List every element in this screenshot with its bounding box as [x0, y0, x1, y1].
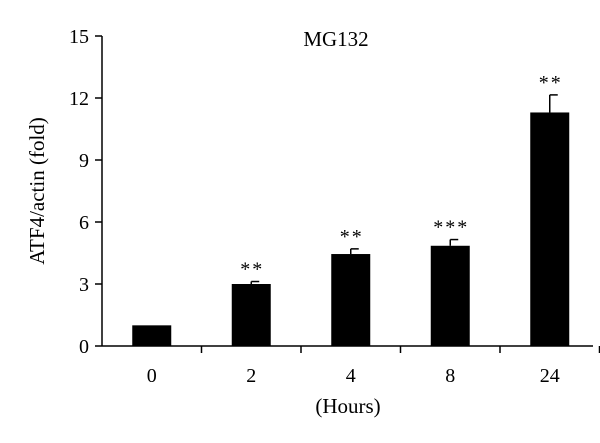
x-axis-label: (Hours): [315, 394, 380, 418]
y-tick-label: 9: [79, 150, 89, 172]
x-tick-label: 8: [445, 365, 455, 387]
y-tick-label: 0: [79, 336, 89, 358]
y-tick-label: 12: [69, 88, 89, 110]
x-axis-ticks: 0 2 4 8 24: [147, 346, 600, 387]
bars: [132, 112, 570, 346]
bar: [530, 112, 570, 346]
significance-label: **: [340, 226, 364, 248]
x-tick-label: 4: [346, 365, 356, 387]
bar: [132, 325, 172, 346]
y-tick-label: 6: [79, 212, 89, 234]
chart-title: MG132: [303, 27, 368, 51]
significance-labels: **** *****: [240, 72, 563, 281]
error-bars: [250, 94, 558, 284]
x-tick-label: 24: [540, 365, 560, 387]
bar: [231, 284, 271, 346]
y-axis-label: ATF4/actin (fold): [25, 117, 49, 265]
bar: [331, 254, 371, 346]
y-tick-label: 3: [79, 274, 89, 296]
bar: [430, 245, 470, 346]
y-tick-label: 15: [69, 26, 89, 48]
x-tick-label: 0: [147, 365, 157, 387]
significance-label: ***: [433, 217, 469, 239]
significance-label: **: [539, 72, 563, 94]
y-axis-ticks: 0 3 6 9 12 15: [69, 26, 102, 358]
significance-label: **: [240, 259, 264, 281]
x-tick-label: 2: [246, 365, 256, 387]
